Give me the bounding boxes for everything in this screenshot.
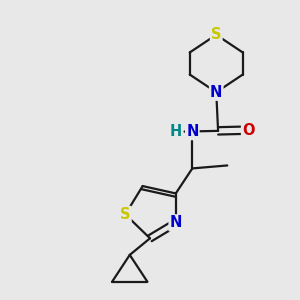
- Text: N: N: [169, 215, 182, 230]
- Text: N: N: [186, 124, 199, 139]
- Text: O: O: [242, 123, 254, 138]
- Text: N: N: [210, 85, 222, 100]
- Text: S: S: [211, 27, 221, 42]
- Text: H: H: [170, 124, 182, 139]
- Text: S: S: [120, 207, 130, 222]
